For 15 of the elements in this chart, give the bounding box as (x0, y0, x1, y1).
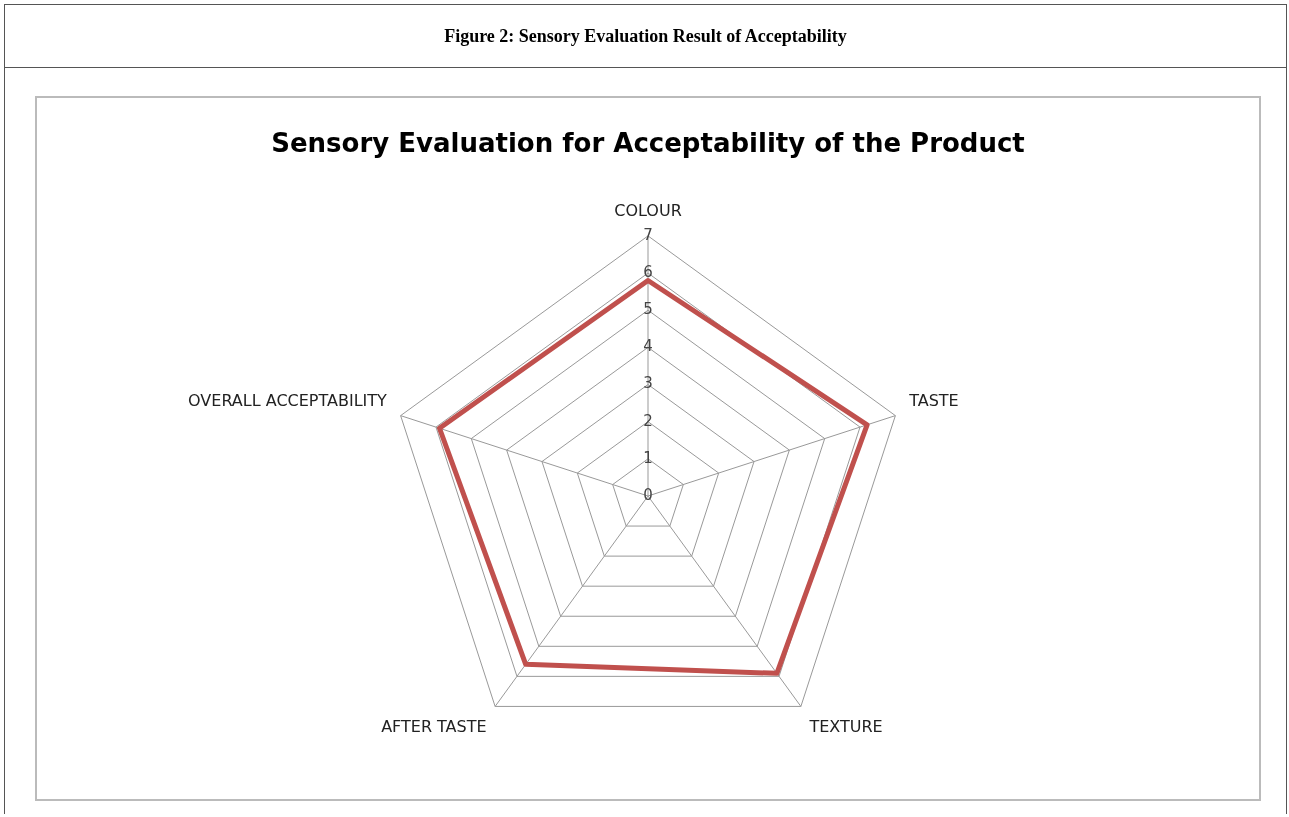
spoke-label: OVERALL ACCEPTABILITY (188, 390, 388, 410)
spoke-label: COLOUR (614, 200, 682, 220)
y-tick-label: 5 (643, 300, 653, 319)
y-tick-label: 0 (643, 485, 653, 504)
y-tick-label: 4 (643, 337, 653, 356)
y-tick-label: 1 (643, 448, 653, 467)
y-tick-label: 6 (643, 262, 653, 281)
chart-title: Sensory Evaluation for Acceptability of the Product (271, 128, 1025, 159)
y-tick-label: 7 (643, 225, 653, 244)
spoke-label: TASTE (908, 390, 959, 410)
spoke-label: AFTER TASTE (381, 716, 487, 736)
caption: Figure 2: Sensory Evaluation Result of Acceptability (5, 5, 1286, 68)
spoke-label: TEXTURE (808, 716, 883, 736)
y-tick-label: 2 (643, 411, 653, 430)
y-tick-label: 3 (643, 374, 653, 393)
